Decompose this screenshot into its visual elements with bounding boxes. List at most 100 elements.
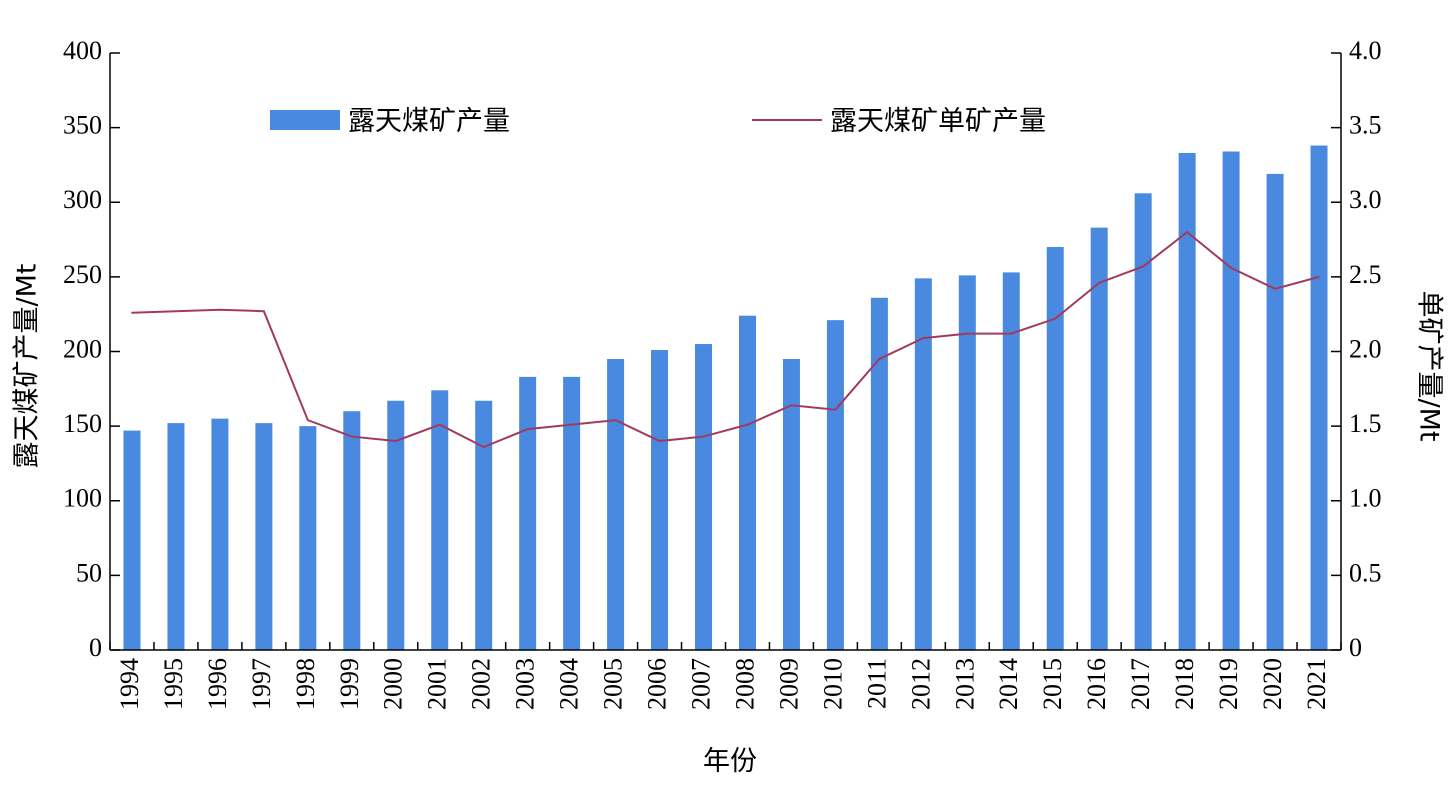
line-point-2005	[614, 419, 617, 421]
line-point-2000	[394, 440, 397, 442]
bar-2005	[607, 358, 625, 650]
y-axis-title: 露天煤矿产量/Mt	[12, 264, 43, 469]
x-tick-label: 2016	[1082, 658, 1111, 710]
line-point-1996	[219, 308, 221, 311]
x-tick-label: 2017	[1126, 658, 1155, 710]
legend-line-label: 露天煤矿单矿产量	[830, 106, 1046, 137]
line-point-2007	[702, 435, 705, 438]
left-tick-label: 50	[76, 558, 102, 587]
x-tick-label: 2002	[467, 658, 496, 710]
bar-2006	[651, 350, 669, 650]
line-point-2016	[1098, 282, 1100, 284]
legend: 露天煤矿产量 露天煤矿单矿产量	[270, 106, 1046, 137]
bar-2017	[1134, 193, 1152, 651]
line-point-2014	[1010, 332, 1013, 335]
x-tick-label: 2019	[1214, 658, 1243, 710]
line-point-2004	[570, 423, 573, 426]
right-tick-label: 3.0	[1349, 185, 1382, 214]
line-point-2011	[878, 358, 881, 360]
bar-1996	[211, 418, 229, 650]
line-point-2021	[1318, 276, 1320, 278]
x-tick-label: 2013	[950, 658, 979, 710]
right-tick-label: 0.5	[1349, 558, 1382, 587]
line-point-1999	[351, 435, 353, 438]
x-tick-label: 2020	[1258, 658, 1287, 710]
line-point-1998	[307, 419, 309, 421]
left-tick-label: 250	[63, 260, 102, 289]
bar-2019	[1222, 151, 1240, 650]
right-tick-label: 2.0	[1349, 334, 1382, 363]
x-tick-label: 1996	[203, 658, 232, 710]
bar-2009	[782, 358, 800, 650]
x-tick-label: 2006	[643, 658, 672, 710]
x-tick-label: 1998	[291, 658, 320, 710]
line-point-2009	[790, 404, 793, 407]
bar-series	[123, 145, 1328, 651]
x-axis-title: 年份	[703, 746, 757, 777]
bar-1997	[255, 423, 273, 650]
bar-2002	[475, 400, 493, 650]
bar-2020	[1266, 173, 1284, 650]
x-tick-label: 2015	[1038, 658, 1067, 710]
x-tick-label: 2021	[1302, 658, 1331, 710]
left-tick-label: 200	[63, 334, 102, 363]
x-tick-label: 2009	[774, 658, 803, 710]
single-mine-output-line	[131, 230, 1320, 449]
left-tick-label: 350	[63, 111, 102, 140]
x-axis-ticks: 1994 1995 1996 1997 1998 1999 2000 2001 2002 2003…	[109, 642, 1342, 710]
x-tick-label: 2014	[994, 658, 1023, 710]
line-point-2015	[1054, 317, 1057, 320]
x-tick-label: 1999	[335, 658, 364, 710]
bar-1998	[299, 426, 317, 651]
line-point-1995	[175, 310, 177, 313]
line-point-2012	[922, 337, 925, 339]
bar-2001	[431, 390, 449, 650]
left-tick-label: 400	[63, 36, 102, 65]
line-point-2008	[746, 423, 749, 426]
left-tick-label: 100	[63, 484, 102, 513]
left-tick-label: 150	[63, 409, 102, 438]
line-point-2010	[834, 408, 837, 411]
x-tick-label: 2008	[730, 658, 759, 710]
line-point-2001	[438, 423, 441, 426]
x-tick-label: 2001	[423, 658, 452, 710]
x-tick-label: 2004	[555, 658, 584, 710]
x-tick-label: 1994	[115, 658, 144, 710]
left-tick-label: 0	[89, 633, 102, 662]
right-tick-label: 3.5	[1349, 111, 1382, 140]
bar-1994	[123, 430, 141, 650]
line-point-2018	[1186, 231, 1188, 233]
x-tick-label: 2003	[511, 658, 540, 710]
line-point-1997	[263, 310, 265, 313]
bar-2011	[870, 297, 888, 650]
x-tick-label: 2005	[599, 658, 628, 710]
line-series	[131, 230, 1320, 449]
bar-2008	[738, 315, 756, 650]
bar-2000	[387, 400, 405, 650]
bar-2015	[1046, 247, 1064, 650]
bar-2007	[695, 344, 713, 650]
line-point-1994	[131, 311, 133, 314]
x-tick-label: 2000	[379, 658, 408, 710]
right-tick-label: 1.5	[1349, 409, 1382, 438]
line-point-2006	[658, 440, 661, 442]
bar-2013	[958, 275, 976, 650]
bar-2021	[1310, 145, 1328, 651]
legend-bar-label: 露天煤矿产量	[348, 106, 510, 137]
x-tick-label: 2011	[862, 658, 891, 709]
left-tick-label: 300	[63, 185, 102, 214]
line-point-2017	[1142, 265, 1144, 268]
x-tick-label: 1997	[247, 658, 276, 710]
bar-2012	[914, 278, 932, 650]
x-tick-label: 2012	[906, 658, 935, 710]
right-axis-ticks: 0 0.5 1.0 1.5 2.0 2.5 3.0 3.5 4.0	[1331, 36, 1382, 662]
left-axis-ticks: 0 50 100 150 200 250 300 350 400	[63, 36, 120, 662]
bar-2014	[1002, 272, 1020, 650]
right-tick-label: 4.0	[1349, 36, 1382, 65]
x-tick-label: 2010	[818, 658, 847, 710]
y2-axis-title: 单矿产量/Mt	[1414, 291, 1445, 442]
right-tick-label: 1.0	[1349, 484, 1382, 513]
bar-2003	[519, 376, 537, 650]
bar-1999	[343, 411, 361, 650]
